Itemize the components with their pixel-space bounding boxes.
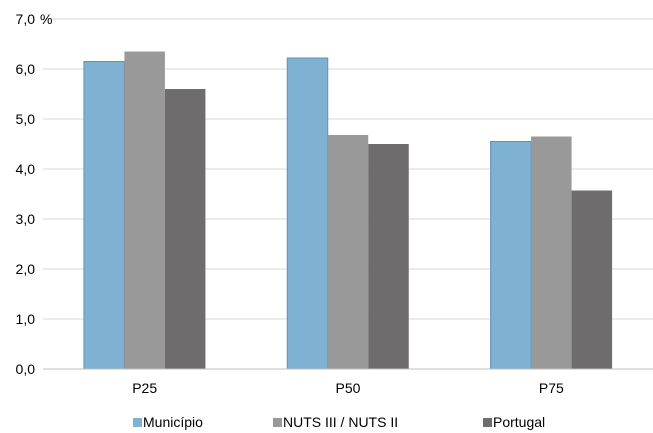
bar-nuts-iii-nuts-ii-p25 [124,51,165,369]
bars [83,51,613,370]
bar-munic-pio-p75 [490,141,532,370]
legend-label: Portugal [493,414,545,430]
bar-nuts-iii-nuts-ii-p75 [531,136,572,369]
legend-swatch [133,418,142,427]
bar-portugal-p25 [164,89,206,369]
x-tick-label: P75 [539,380,564,396]
bar-munic-pio-p50 [286,57,329,370]
legend-label: NUTS III / NUTS II [283,414,398,430]
bar-portugal-p75 [571,190,613,369]
y-tick-label: 0,0 [16,361,36,377]
bar-munic-pio-p25 [83,61,125,370]
legend-swatch [483,418,492,427]
legend-label: Município [143,414,203,430]
bar-nuts-iii-nuts-ii-p50 [327,135,369,369]
bar-portugal-p50 [368,144,409,369]
y-tick-label: 1,0 [16,311,36,327]
y-tick-label: 4,0 [16,161,36,177]
x-tick-label: P50 [336,380,361,396]
y-tick-label: 2,0 [16,261,36,277]
legend-swatch [273,418,282,427]
y-tick-label: 3,0 [16,211,36,227]
y-tick-label: 7,0 [16,11,36,27]
y-tick-label: 6,0 [16,61,36,77]
x-tick-label: P25 [132,380,157,396]
legend: Município NUTS III / NUTS II Portugal [133,414,545,430]
y-tick-label: 5,0 [16,111,36,127]
axes: 0,0 1,0 2,0 3,0 4,0 5,0 6,0 7,0 P25 P50 P75 [16,11,653,396]
y-unit-label: % [40,11,52,27]
